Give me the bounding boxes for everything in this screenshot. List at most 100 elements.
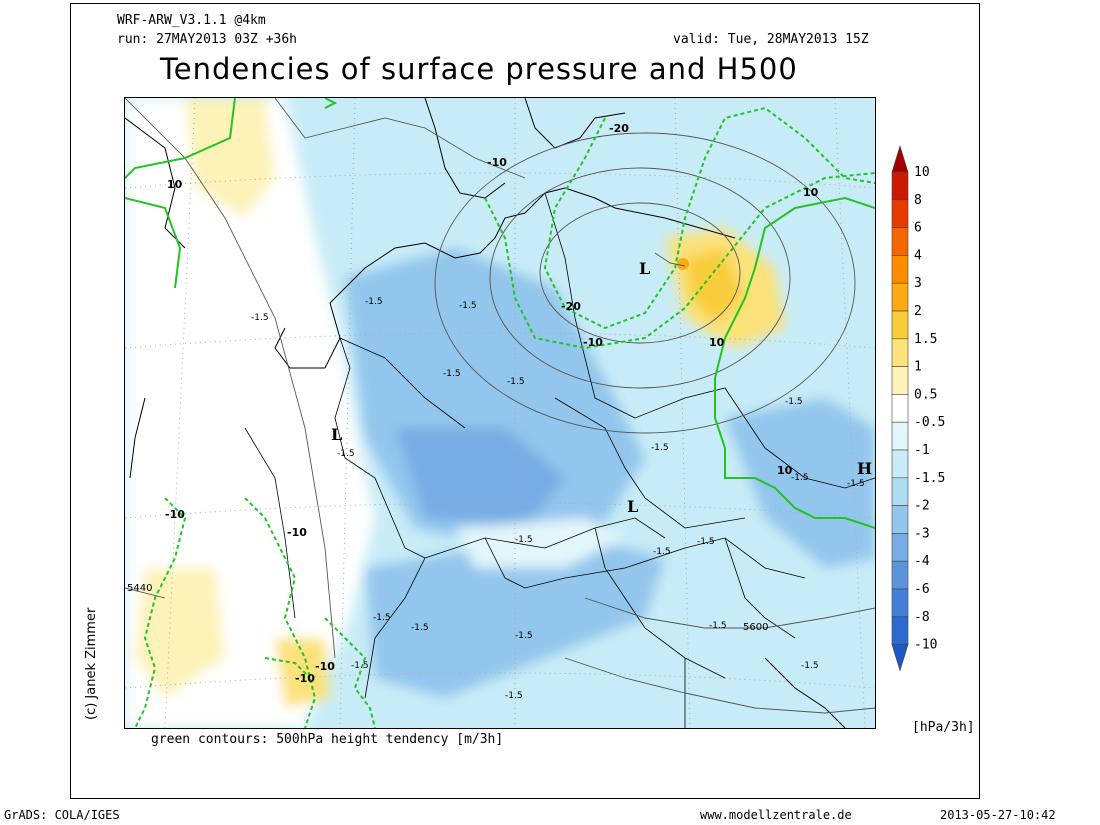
zone-weak-band <box>455 518 625 568</box>
colorbar-label: 6 <box>914 221 922 236</box>
colorbar-label: -8 <box>914 610 930 625</box>
colorbar-label: -4 <box>914 554 930 569</box>
map-panel: L L L H 10 -10 -20 -20 -10 10 10 10 -10 … <box>124 97 876 729</box>
graticule <box>125 98 875 728</box>
height-tendency-contours <box>125 98 875 728</box>
model-label: WRF-ARW_V3.1.1 @4km <box>117 13 266 28</box>
page-title: Tendencies of surface pressure and H500 <box>160 52 798 86</box>
zone-fall-east <box>725 398 875 568</box>
colorbar-swatch <box>891 255 909 284</box>
colorbar-svg: 10 8 6 4 3 2 1.5 1 0.5 -0.5 -1 -1.5 -2 -3 -4 -6 -8 -10 <box>891 144 945 672</box>
coastlines <box>125 98 846 728</box>
colorbar-label: -0.5 <box>914 415 945 430</box>
low-marker: L <box>639 259 650 278</box>
units-label: [hPa/3h] <box>912 720 975 735</box>
colorbar-label: -1 <box>914 443 930 458</box>
tendency-label: -1.5 <box>651 443 669 453</box>
colorbar-label: 2 <box>914 304 922 319</box>
tendency-label: -1.5 <box>251 313 269 323</box>
colorbar-swatch <box>891 227 909 256</box>
colorbar-label: -2 <box>914 499 930 514</box>
tendency-label: -1.5 <box>365 297 383 307</box>
tendency-label: -1.5 <box>515 631 533 641</box>
run-label: run: 27MAY2013 03Z +36h <box>117 32 298 47</box>
colorbar-label: 8 <box>914 193 922 208</box>
colorbar-swatch <box>891 282 909 312</box>
valid-label: valid: Tue, 28MAY2013 15Z <box>673 32 869 47</box>
tendency-label: -1.5 <box>697 537 715 547</box>
colorbar-swatch <box>891 394 909 423</box>
tendency-label: -1.5 <box>505 691 523 701</box>
colorbar: 10 8 6 4 3 2 1.5 1 0.5 -0.5 -1 -1.5 -2 -3 -4 -6 -8 -10 <box>890 144 990 674</box>
height-label: 10 <box>803 186 819 199</box>
tendency-label: -1.5 <box>801 661 819 671</box>
contour-note: green contours: 500hPa height tendency [… <box>151 732 504 747</box>
tendency-label: -1.5 <box>791 473 809 483</box>
tendency-label: -1.5 <box>507 377 525 387</box>
tendency-label: -1.5 <box>443 369 461 379</box>
map-svg: L L L H 10 -10 -20 -20 -10 10 10 10 -10 … <box>125 98 875 728</box>
height-label: 10 <box>777 464 793 477</box>
colorbar-top-arrow <box>891 144 909 173</box>
tendency-label: -1.5 <box>337 449 355 459</box>
footer-center: www.modellzentrale.de <box>700 808 852 822</box>
colorbar-swatch <box>891 588 909 618</box>
zone-rise-southwest <box>135 568 225 698</box>
zone-rise-north <box>185 98 275 218</box>
colorbar-swatch <box>891 477 909 506</box>
tendency-label: -1.5 <box>351 661 369 671</box>
colorbar-label: 4 <box>914 248 922 263</box>
colorbar-swatch <box>891 560 909 590</box>
tendency-label: -1.5 <box>847 479 865 489</box>
rise-max <box>677 258 689 270</box>
height-label: -10 <box>487 156 507 169</box>
tendency-label: -1.5 <box>459 301 477 311</box>
low-marker: L <box>627 497 638 516</box>
zone-fall-strong <box>395 428 565 528</box>
height-label: 10 <box>709 336 725 349</box>
colorbar-bottom-arrow <box>891 644 909 672</box>
high-marker: H <box>857 459 872 478</box>
colorbar-swatch <box>891 199 909 228</box>
borders <box>244 192 875 728</box>
height-label: -10 <box>165 508 185 521</box>
colorbar-label: -1.5 <box>914 471 945 486</box>
geopotential-label: 5440 <box>127 583 152 594</box>
height-label: -20 <box>609 122 629 135</box>
colorbar-swatch <box>891 616 909 645</box>
pressure-tendency-labels: -1.5 -1.5 -1.5 -1.5 -1.5 -1.5 -1.5 -1.5 … <box>251 297 865 701</box>
geopotential-contours <box>125 98 875 714</box>
colorbar-swatch <box>891 171 909 201</box>
colorbar-swatch <box>891 366 909 395</box>
footer-left: GrADS: COLA/IGES <box>4 808 120 822</box>
height-label: -10 <box>315 660 335 673</box>
height-label: -10 <box>295 672 315 685</box>
colorbar-label: 3 <box>914 276 922 291</box>
tendency-label: -1.5 <box>515 535 533 545</box>
low-marker: L <box>331 425 342 444</box>
colorbar-label: -3 <box>914 526 930 541</box>
colorbar-label: 1.5 <box>914 332 937 347</box>
height-label: -10 <box>583 336 603 349</box>
tendency-label: -1.5 <box>709 621 727 631</box>
colorbar-label: 1 <box>914 360 922 375</box>
colorbar-label: 0.5 <box>914 387 937 402</box>
colorbar-swatch <box>891 338 909 367</box>
colorbar-swatch <box>891 310 909 340</box>
colorbar-swatch <box>891 421 909 451</box>
geopotential-label: 5600 <box>743 622 768 633</box>
tendency-label: -1.5 <box>785 397 803 407</box>
pressure-centres: L L L H <box>331 259 872 516</box>
geopotential-labels: 5440 5600 <box>127 583 768 633</box>
colorbar-swatch <box>891 449 909 479</box>
plot-frame <box>70 3 980 799</box>
colorbar-swatch <box>891 533 909 562</box>
footer-right: 2013-05-27-10:42 <box>940 808 1056 822</box>
tendency-label: -1.5 <box>373 613 391 623</box>
height-label: -10 <box>287 526 307 539</box>
tendency-label: -1.5 <box>411 623 429 633</box>
height-label: 10 <box>167 178 183 191</box>
height-label: -20 <box>561 300 581 313</box>
zone-rise-alps <box>275 638 330 708</box>
height-tendency-labels: 10 -10 -20 -20 -10 10 10 10 -10 -10 -10 … <box>165 122 819 685</box>
